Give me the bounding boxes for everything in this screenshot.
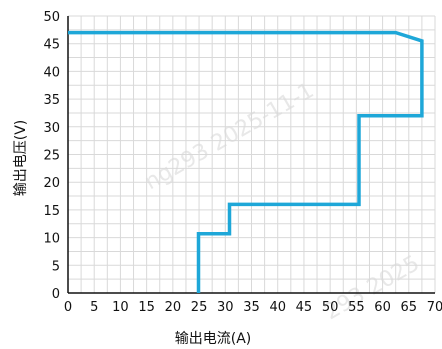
tick-layer: 0 5 10 15 20 25 30 35 40 45 50 55 60 65 70 0 5 10 15 20 25 30… <box>43 10 442 315</box>
x-tick-label: 55 <box>348 300 365 315</box>
y-tick-label: 30 <box>43 121 60 136</box>
y-tick-label: 10 <box>43 232 60 247</box>
y-tick-label: 45 <box>43 38 60 53</box>
x-tick-label: 65 <box>401 300 418 315</box>
x-tick-label: 0 <box>64 300 72 315</box>
y-tick-label: 20 <box>43 176 60 191</box>
series-layer <box>68 30 424 293</box>
x-tick-label: 50 <box>322 300 339 315</box>
y-axis-title: 输出电压(V) <box>13 120 29 197</box>
y-tick-label: 25 <box>43 149 60 164</box>
y-tick-label: 35 <box>43 93 60 108</box>
x-tick-label: 5 <box>90 300 98 315</box>
grid-layer <box>67 15 436 294</box>
x-tick-label: 15 <box>138 300 155 315</box>
y-tick-label: 40 <box>43 65 60 80</box>
x-tick-label: 45 <box>296 300 313 315</box>
x-axis-title: 输出电流(A) <box>175 331 252 347</box>
x-tick-label: 30 <box>217 300 234 315</box>
x-tick-label: 20 <box>165 300 182 315</box>
y-tick-label: 5 <box>52 259 60 274</box>
x-tick-label: 60 <box>374 300 391 315</box>
y-tick-label: 15 <box>43 204 60 219</box>
x-tick-label: 40 <box>269 300 286 315</box>
series-line <box>68 30 424 293</box>
x-tick-label: 70 <box>427 300 442 315</box>
x-tick-label: 35 <box>243 300 260 315</box>
y-tick-label: 50 <box>43 10 60 25</box>
y-tick-label: 0 <box>52 287 60 302</box>
watermark-text: ng293 2025-11-1 <box>141 78 319 195</box>
x-tick-label: 10 <box>112 300 129 315</box>
axis-layer <box>67 16 435 294</box>
x-tick-label: 25 <box>191 300 208 315</box>
